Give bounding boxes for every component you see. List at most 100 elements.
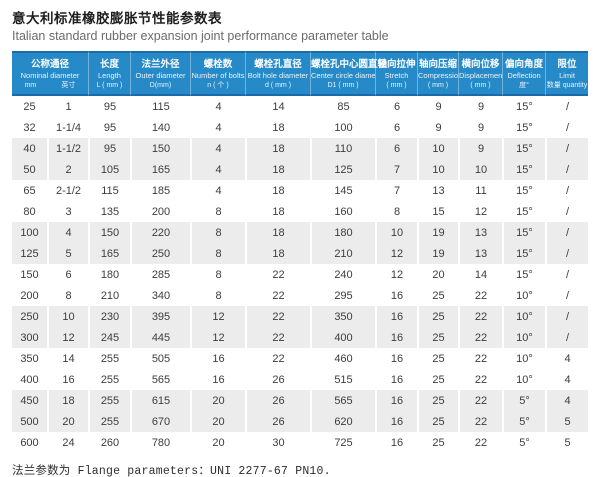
table-cell: 7 [375, 159, 417, 180]
table-cell: 20 [190, 432, 245, 453]
column-header-unit: d ( mm ) [264, 81, 292, 89]
table-cell: / [545, 285, 588, 306]
table-row: 250 10 230 395 12 22 350 16 25 22 10° / [12, 306, 588, 327]
table-cell: 25 [417, 432, 458, 453]
table-body: 25 1 95 115 4 14 85 6 9 9 15°/32 1-1/4 95 140 4 18 100 6 9… [12, 96, 588, 453]
table-cell: 16 [375, 306, 417, 327]
table-cell: 18 [245, 222, 310, 243]
table-cell: 22 [458, 306, 502, 327]
table-cell: 255 [88, 369, 130, 390]
table-cell: 10 [458, 159, 502, 180]
table-cell: 5° [502, 390, 545, 411]
table-cell: 5° [502, 411, 545, 432]
table-cell: 8 [190, 243, 245, 264]
table-cell: 16 [375, 285, 417, 306]
table-cell: 22 [458, 327, 502, 348]
table-row: 200 8 210 340 8 22 295 16 25 22 10° / [12, 285, 588, 306]
table-cell: / [545, 264, 588, 285]
table-cell: 1-1/2 [47, 138, 88, 159]
table-cell: 16 [190, 369, 245, 390]
table-cell: 10° [502, 306, 545, 327]
table-cell: 4 [545, 369, 588, 390]
table-cell: 8 [190, 201, 245, 222]
table-cell: 260 [88, 432, 130, 453]
table-cell: / [545, 96, 588, 117]
table-cell: 5 [545, 411, 588, 432]
table-cell: 515 [310, 369, 375, 390]
table-cell: 780 [130, 432, 190, 453]
table-cell: 25 [417, 390, 458, 411]
column-header: 长度 Length L ( mm ) [88, 51, 130, 96]
table-row: 40 1-1/2 95 150 4 18 110 6 10 9 15° / [12, 138, 588, 159]
table-cell: 6 [375, 117, 417, 138]
table-cell: 4 [545, 348, 588, 369]
table-row: 100 4 150 220 8 18 180 10 19 13 15° / [12, 222, 588, 243]
table-cell: 18 [245, 180, 310, 201]
column-header: 螺栓孔直径 Bolt hole diameter d ( mm ) [245, 51, 310, 96]
table-cell: 4 [190, 159, 245, 180]
column-header-zh: 轴向压缩 [418, 58, 457, 70]
column-header-zh: 法兰外径 [141, 58, 180, 70]
table-cell: 22 [458, 411, 502, 432]
table-cell: 160 [310, 201, 375, 222]
column-header-unit: D1 ( mm ) [327, 81, 359, 89]
table-cell: 450 [12, 390, 47, 411]
table-row: 80 3 135 200 8 18 160 8 15 12 15° / [12, 201, 588, 222]
table-cell: 15° [502, 138, 545, 159]
table-cell: 80 [12, 201, 47, 222]
table-cell: / [545, 138, 588, 159]
footer-note: 法兰参数为 Flange parameters：UNI 2277-67 PN10… [12, 465, 331, 477]
table-cell: 230 [88, 306, 130, 327]
table-cell: 5° [502, 432, 545, 453]
table-cell: 115 [130, 96, 190, 117]
table-cell: 12 [47, 327, 88, 348]
table-row: 500 20 255 670 20 26 620 16 25 22 5° 5 [12, 411, 588, 432]
table-cell: 125 [12, 243, 47, 264]
table-cell: 16 [375, 348, 417, 369]
table-header: 公称通径 Nominal diameter mm 英寸 长度 Length L ( mm )… [12, 51, 588, 96]
table-cell: 8 [375, 201, 417, 222]
table-cell: 165 [130, 159, 190, 180]
column-header-zh: 横向位移 [461, 58, 500, 70]
table-cell: 4 [545, 390, 588, 411]
table-cell: / [545, 159, 588, 180]
table-cell: 2-1/2 [47, 180, 88, 201]
table-cell: 19 [417, 222, 458, 243]
column-header-en: Deflection [507, 70, 541, 80]
table-cell: 16 [375, 432, 417, 453]
table-cell: 10° [502, 369, 545, 390]
header-row: 公称通径 Nominal diameter mm 英寸 长度 Length L ( mm )… [12, 51, 588, 96]
table-cell: 200 [130, 201, 190, 222]
table-cell: 255 [88, 348, 130, 369]
table-cell: 210 [88, 285, 130, 306]
table-cell: 6 [375, 96, 417, 117]
table-cell: 26 [245, 390, 310, 411]
table-cell: 105 [88, 159, 130, 180]
table-cell: 295 [310, 285, 375, 306]
table-cell: 18 [245, 117, 310, 138]
table-cell: 19 [417, 243, 458, 264]
table-cell: 210 [310, 243, 375, 264]
table-cell: 25 [12, 96, 47, 117]
table-cell: 445 [130, 327, 190, 348]
table-cell: 395 [130, 306, 190, 327]
table-cell: 565 [130, 369, 190, 390]
table-cell: 14 [458, 264, 502, 285]
column-header-unit: mm [24, 81, 37, 89]
table-cell: 400 [310, 327, 375, 348]
table-cell: 245 [88, 327, 130, 348]
table-cell: 16 [375, 390, 417, 411]
table-cell: 180 [310, 222, 375, 243]
table-cell: 8 [47, 285, 88, 306]
column-header-en: Limit [559, 70, 575, 80]
column-header-unit: 英寸 [61, 81, 76, 89]
table-row: 50 2 105 165 4 18 125 7 10 10 15° / [12, 159, 588, 180]
table-cell: 615 [130, 390, 190, 411]
table-cell: 350 [12, 348, 47, 369]
column-header: 螺栓数 Number of bolts n ( 个 ) [190, 51, 245, 96]
table-row: 25 1 95 115 4 14 85 6 9 9 15° / [12, 96, 588, 117]
table-cell: 600 [12, 432, 47, 453]
table-cell: 8 [190, 264, 245, 285]
